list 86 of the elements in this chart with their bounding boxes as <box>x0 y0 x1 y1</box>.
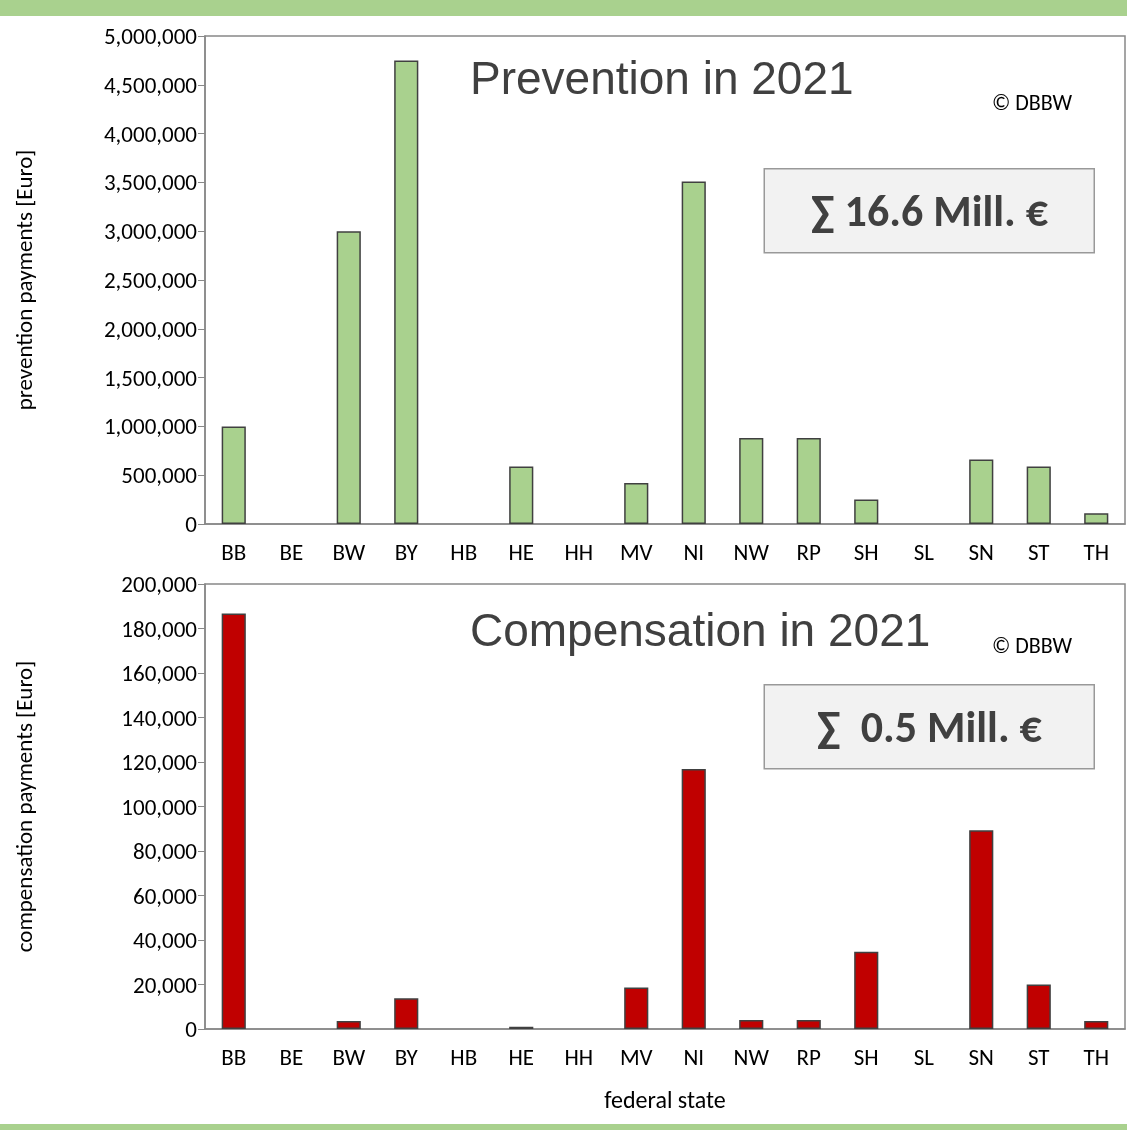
y-tick-label: 5,000,000 <box>103 22 198 50</box>
bar <box>681 181 706 524</box>
x-tick-label: BB <box>221 1042 247 1071</box>
x-tick-label: BW <box>332 537 366 566</box>
bar <box>221 613 246 1029</box>
x-tick-label: TH <box>1083 537 1110 566</box>
y-tick-label: 1,000,000 <box>103 412 198 441</box>
y-tick-label: 4,500,000 <box>103 70 198 99</box>
x-tick-label: SL <box>913 537 935 566</box>
annotation: ∑ 16.6 Mill. € <box>810 183 1049 238</box>
x-tick-label: HB <box>450 1042 478 1071</box>
x-axis-title: federal state <box>604 1084 726 1114</box>
x-tick-label: SN <box>968 537 994 566</box>
bar <box>394 60 419 524</box>
bar <box>796 1020 821 1029</box>
bar <box>854 951 879 1029</box>
x-tick-label: NI <box>683 1042 705 1071</box>
y-tick-label: 40,000 <box>132 926 198 954</box>
y-tick-label: 120,000 <box>121 748 198 776</box>
x-tick-label: TH <box>1083 1042 1110 1071</box>
x-tick-label: BB <box>221 537 247 566</box>
bar <box>1026 984 1051 1029</box>
bar <box>739 438 764 524</box>
bar <box>336 231 361 524</box>
x-tick-label: HH <box>564 537 594 566</box>
y-tick-label: 100,000 <box>121 792 198 821</box>
x-tick-label: BY <box>394 1042 419 1071</box>
x-tick-label: SN <box>968 1042 994 1071</box>
annotation: © DBBW <box>991 88 1073 116</box>
y-tick-label: 60,000 <box>132 881 198 910</box>
x-tick-label: MV <box>619 537 653 566</box>
x-tick-label: NW <box>733 1042 770 1071</box>
bar <box>624 483 649 524</box>
x-tick-label: SH <box>853 537 879 566</box>
bar <box>969 830 994 1029</box>
x-tick-label: MV <box>619 1042 653 1071</box>
y-axis-title: compensation payments [Euro] <box>9 660 38 953</box>
y-tick-label: 180,000 <box>121 614 198 643</box>
y-tick-label: 4,000,000 <box>103 119 198 148</box>
y-tick-label: 1,500,000 <box>103 363 198 392</box>
bar <box>681 768 706 1029</box>
chart-title: Prevention in 2021 <box>470 52 854 104</box>
y-tick-label: 160,000 <box>121 659 198 687</box>
x-tick-label: HE <box>508 537 535 566</box>
x-tick-label: BE <box>279 1042 304 1071</box>
y-axis-title: prevention payments [Euro] <box>9 149 38 411</box>
x-tick-label: BE <box>279 537 304 566</box>
x-tick-label: ST <box>1027 537 1050 566</box>
bar <box>1084 513 1109 524</box>
y-tick-label: 80,000 <box>132 837 198 865</box>
x-tick-label: BW <box>332 1042 366 1071</box>
bar <box>796 438 821 524</box>
bar <box>221 426 246 524</box>
bar <box>1026 466 1051 524</box>
y-tick-label: 0 <box>185 1015 198 1043</box>
x-tick-label: NI <box>683 537 705 566</box>
x-tick-label: HH <box>564 1042 594 1071</box>
x-tick-label: SH <box>853 1042 879 1071</box>
chart-title: Compensation in 2021 <box>470 604 931 656</box>
bar <box>969 459 994 524</box>
x-tick-label: NW <box>733 537 770 566</box>
x-tick-label: ST <box>1027 1042 1050 1071</box>
bar <box>739 1020 764 1029</box>
y-tick-label: 3,500,000 <box>103 168 198 197</box>
y-tick-label: 2,500,000 <box>103 266 198 294</box>
x-tick-label: SL <box>913 1042 935 1071</box>
x-tick-label: BY <box>394 537 419 566</box>
bar <box>336 1020 361 1029</box>
annotation: © DBBW <box>991 631 1073 659</box>
bar <box>854 499 879 524</box>
bar <box>509 466 534 524</box>
x-tick-label: HE <box>508 1042 535 1071</box>
y-tick-label: 2,000,000 <box>103 314 198 343</box>
bar <box>394 998 419 1029</box>
x-tick-label: RP <box>796 1042 822 1071</box>
y-tick-label: 200,000 <box>121 570 198 598</box>
annotation: ∑ 0.5 Mill. € <box>816 699 1043 754</box>
x-tick-label: HB <box>450 537 478 566</box>
y-tick-label: 140,000 <box>121 703 198 732</box>
bar <box>624 987 649 1029</box>
bar <box>1084 1020 1109 1029</box>
y-tick-label: 20,000 <box>132 970 198 999</box>
y-tick-label: 0 <box>185 510 198 538</box>
y-tick-label: 3,000,000 <box>103 217 198 246</box>
x-tick-label: RP <box>796 537 822 566</box>
y-tick-label: 500,000 <box>121 461 198 490</box>
